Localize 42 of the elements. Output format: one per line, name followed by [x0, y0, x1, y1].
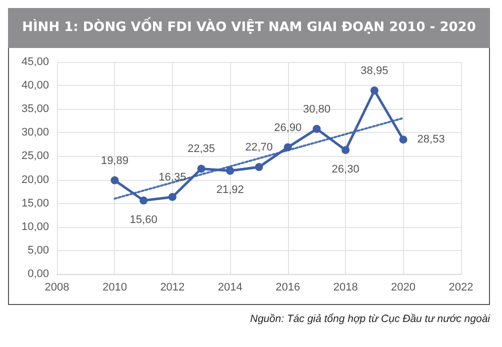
y-tick-label: 5,00	[28, 244, 49, 256]
point	[255, 163, 263, 172]
point	[312, 124, 321, 133]
y-tick-label: 0,00	[28, 268, 49, 280]
data-label: 26,90	[274, 122, 302, 134]
data-label: 26,30	[332, 164, 360, 176]
data-label: 16,35	[158, 171, 186, 184]
y-tick-label: 40,00	[21, 80, 49, 92]
data-label: 21,92	[216, 184, 244, 196]
x-tick-label: 2008	[44, 282, 70, 294]
data-label: 19,89	[100, 154, 128, 167]
point	[370, 86, 378, 94]
y-tick-label: 15,00	[21, 197, 49, 210]
x-tick-label: 2018	[333, 282, 358, 294]
chart-title: HÌNH 1: DÒNG VỐN FDI VÀO VIỆT NAM GIAI ĐOẠN 2010 - 2020	[8, 8, 490, 48]
x-tick-label: 2012	[160, 282, 185, 294]
data-label: 15,60	[130, 214, 158, 226]
y-tick-label: 25,00	[21, 150, 49, 162]
data-label: 22,70	[245, 142, 273, 154]
y-tick-label: 20,00	[21, 174, 49, 186]
y-tick-label: 35,00	[21, 103, 49, 116]
x-tick-label: 2014	[218, 282, 242, 294]
point	[284, 143, 292, 152]
x-tick-label: 2010	[102, 282, 127, 294]
point	[140, 196, 148, 205]
point	[110, 176, 119, 184]
y-tick-label: 30,00	[21, 126, 49, 139]
point	[197, 164, 206, 173]
x-tick-label: 2022	[448, 282, 474, 294]
text: Nguồn: Tác giả tổng hợp từ Cục Đầu tư nước ngoài	[249, 313, 490, 325]
x-tick-label: 2016	[276, 282, 300, 294]
y-tick-label: 10,00	[21, 220, 49, 233]
point	[399, 136, 408, 144]
point	[226, 166, 234, 175]
point	[342, 146, 350, 154]
data-label: 38,95	[360, 65, 388, 77]
data-label: 22,35	[188, 143, 216, 156]
x-tick-label: 2020	[391, 282, 416, 294]
point	[168, 192, 176, 201]
data-label: 28,53	[417, 134, 445, 146]
data-label: 30,80	[302, 103, 330, 116]
y-tick-label: 45,00	[21, 56, 49, 68]
